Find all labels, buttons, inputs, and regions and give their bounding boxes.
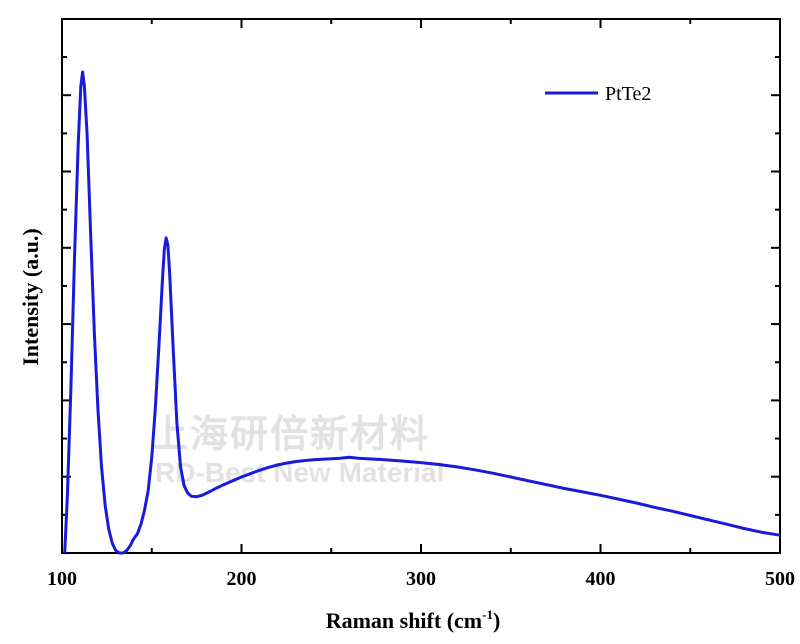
series-line-ptte2 — [63, 70, 781, 555]
x-tick-label: 300 — [406, 568, 436, 590]
x-tick-label: 400 — [586, 568, 616, 590]
y-axis-title: Intensity (a.u.) — [18, 228, 43, 366]
x-tick-label: 100 — [47, 568, 77, 590]
x-tick-label: 500 — [765, 568, 795, 590]
watermark-chinese: 上海研倍新材料 — [150, 412, 430, 456]
x-tick-label: 200 — [227, 568, 257, 590]
watermark: 上海研倍新材料 RD-Best New Material — [150, 412, 444, 488]
x-axis-ticks — [61, 19, 781, 553]
x-axis-title-main: Raman shift (cm — [326, 608, 482, 633]
legend: PtTe2 — [545, 83, 651, 105]
series-group — [63, 70, 781, 555]
x-axis-title: Raman shift (cm-1) — [326, 607, 501, 633]
x-axis-title-superscript: -1 — [482, 607, 493, 622]
x-axis-title-close: ) — [493, 608, 500, 633]
y-axis-ticks — [62, 56, 780, 554]
x-axis-tick-labels: 100 200 300 400 500 — [47, 568, 795, 590]
legend-label-ptte2: PtTe2 — [605, 83, 651, 105]
